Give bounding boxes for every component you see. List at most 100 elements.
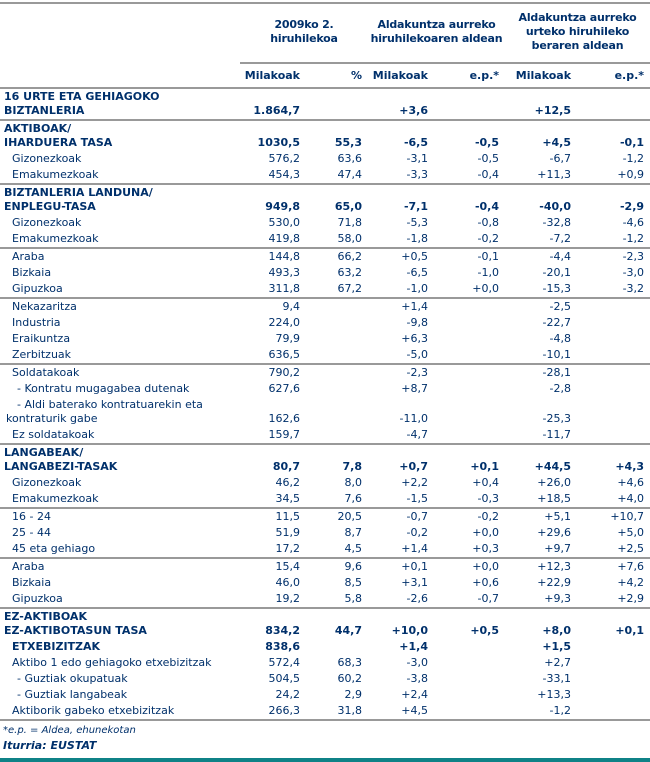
table-row: - Guztiak langabeak 24,2 2,9 +2,4 +13,3 bbox=[0, 687, 650, 703]
cell-milakoak-2: +4,5 bbox=[401, 704, 428, 717]
cell-ep-1: +0,0 bbox=[472, 282, 500, 295]
subheader-corner-cell bbox=[0, 63, 240, 89]
cell-milakoak-1: 34,5 bbox=[275, 492, 301, 505]
cell-ep-1 bbox=[434, 655, 505, 671]
cell-percent bbox=[306, 363, 368, 381]
row-label-line: Bizkaia bbox=[12, 266, 52, 279]
cell-milakoak-2: -11,0 bbox=[399, 412, 428, 425]
subcol-milakoak-2: Milakoak bbox=[368, 63, 434, 89]
cell-ep-2 bbox=[577, 347, 650, 364]
table-row: Emakumezkoak 34,5 7,6 -1,5 -0,3 +18,5 +4… bbox=[0, 491, 650, 508]
table-row: Emakumezkoak 454,3 47,4 -3,3 -0,4 +11,3 … bbox=[0, 167, 650, 184]
table-row: Araba 144,8 66,2 +0,5 -0,1 -4,4 -2,3 bbox=[0, 247, 650, 265]
cell-percent: 71,8 bbox=[337, 216, 363, 229]
subcol-milakoak-1: Milakoak bbox=[240, 63, 306, 89]
cell-milakoak-3: +12,5 bbox=[534, 104, 572, 117]
row-label: 16 URTE ETA GEHIAGOKO BIZTANLERIA bbox=[0, 88, 240, 120]
cell-milakoak-3: +44,5 bbox=[505, 443, 578, 475]
cell-milakoak-1: 838,6 bbox=[265, 640, 300, 653]
cell-ep-2: +0,1 bbox=[577, 607, 650, 639]
cell-milakoak-3: +8,0 bbox=[505, 607, 578, 639]
cell-percent bbox=[306, 381, 368, 397]
row-label-line: AKTIBOAK/ bbox=[4, 122, 72, 135]
cell-milakoak-2: +3,1 bbox=[401, 576, 428, 589]
row-label-line: Araba bbox=[12, 560, 45, 573]
cell-ep-2: -1,2 bbox=[622, 152, 645, 165]
cell-milakoak-1: 454,3 bbox=[268, 168, 301, 181]
row-label-line: Zerbitzuak bbox=[12, 348, 72, 361]
row-label: - Guztiak langabeak bbox=[0, 687, 240, 703]
cell-milakoak-1: 493,3 bbox=[268, 266, 301, 279]
table-row: Araba 15,4 9,6 +0,1 +0,0 +12,3 +7,6 bbox=[0, 557, 650, 575]
cell-milakoak-3: +1,5 bbox=[542, 640, 572, 653]
cell-milakoak-3: +4,5 bbox=[505, 119, 578, 151]
cell-milakoak-2: -6,5 bbox=[368, 119, 434, 151]
row-label-line: Bizkaia bbox=[12, 576, 52, 589]
header-corner-cell bbox=[0, 4, 240, 63]
cell-percent: 5,8 bbox=[344, 592, 363, 605]
cell-milakoak-3: +9,3 bbox=[544, 592, 572, 605]
cell-milakoak-2: +1,4 bbox=[399, 640, 428, 653]
cell-milakoak-1: 51,9 bbox=[275, 526, 301, 539]
row-label-line: Eraikuntza bbox=[12, 332, 71, 345]
cell-percent: 4,5 bbox=[344, 542, 363, 555]
cell-milakoak-1: 790,2 bbox=[240, 363, 306, 381]
cell-milakoak-2: -1,0 bbox=[406, 282, 428, 295]
cell-ep-1: -0,4 bbox=[477, 168, 500, 181]
table-row: LANGABEAK/LANGABEZI-TASAK 80,7 7,8 +0,7 … bbox=[0, 443, 650, 475]
cell-milakoak-3: +2,7 bbox=[544, 656, 572, 669]
row-label-line: 25 - 44 bbox=[12, 526, 51, 539]
cell-ep-2 bbox=[577, 687, 650, 703]
cell-milakoak-3: -2,8 bbox=[549, 382, 572, 395]
table-row: - Aldi baterako kontratuarekin eta kontra… bbox=[0, 397, 650, 427]
cell-percent: 20,5 bbox=[306, 507, 368, 525]
cell-milakoak-1: 572,4 bbox=[268, 656, 301, 669]
cell-ep-2: -3,2 bbox=[622, 282, 645, 295]
row-label: LANGABEAK/LANGABEZI-TASAK bbox=[0, 443, 240, 475]
source-note: Iturria: EUSTAT bbox=[3, 739, 97, 752]
cell-ep-1: -0,3 bbox=[477, 492, 500, 505]
cell-percent bbox=[306, 639, 368, 655]
cell-milakoak-2: +2,4 bbox=[401, 688, 428, 701]
row-label-line: 45 eta gehiago bbox=[12, 542, 96, 555]
row-label-line: Gizonezkoak bbox=[12, 152, 82, 165]
cell-ep-1 bbox=[434, 331, 505, 347]
row-label-line: BIZTANLERIA LANDUNA/ bbox=[4, 186, 153, 199]
row-label: ETXEBIZITZAK bbox=[0, 639, 240, 655]
cell-milakoak-3: -11,7 bbox=[542, 428, 572, 441]
top-rule bbox=[0, 2, 650, 4]
cell-milakoak-2: -0,7 bbox=[368, 507, 434, 525]
cell-percent: 67,2 bbox=[337, 282, 363, 295]
cell-ep-1: -0,1 bbox=[434, 247, 506, 265]
row-label-line: Industria bbox=[12, 316, 61, 329]
row-label: Zerbitzuak bbox=[0, 347, 240, 364]
row-label: Gizonezkoak bbox=[0, 215, 240, 231]
cell-milakoak-1: 9,4 bbox=[240, 297, 306, 315]
cell-milakoak-1: 504,5 bbox=[268, 672, 301, 685]
subcol-milakoak-3: Milakoak bbox=[505, 63, 578, 89]
row-label: Bizkaia bbox=[0, 265, 240, 281]
cell-milakoak-3: +11,3 bbox=[537, 168, 572, 181]
cell-milakoak-2: -3,3 bbox=[406, 168, 428, 181]
table-row: Aktiborik gabeko etxebizitzak 266,3 31,8… bbox=[0, 703, 650, 719]
cell-milakoak-1: 17,2 bbox=[275, 542, 301, 555]
row-label-line: - Guztiak okupatuak bbox=[17, 672, 128, 685]
cell-percent: 60,2 bbox=[337, 672, 363, 685]
cell-ep-2 bbox=[577, 397, 650, 427]
cell-milakoak-2: -0,2 bbox=[406, 526, 428, 539]
cell-milakoak-3: +9,7 bbox=[544, 542, 572, 555]
row-label: Aktiborik gabeko etxebizitzak bbox=[0, 703, 240, 719]
cell-percent: 47,4 bbox=[337, 168, 363, 181]
cell-percent bbox=[306, 88, 368, 120]
cell-ep-1 bbox=[434, 297, 506, 315]
table-row: - Guztiak okupatuak 504,5 60,2 -3,8 -33,… bbox=[0, 671, 650, 687]
row-label-line: ENPLEGU-TASA bbox=[4, 200, 96, 213]
cell-milakoak-1: 1030,5 bbox=[240, 119, 306, 151]
table-row: Gipuzkoa 311,8 67,2 -1,0 +0,0 -15,3 -3,2 bbox=[0, 281, 650, 298]
cell-percent: 8,0 bbox=[344, 476, 363, 489]
cell-ep-2 bbox=[577, 331, 650, 347]
cell-ep-1: +0,0 bbox=[434, 557, 506, 575]
cell-percent: 9,6 bbox=[306, 557, 368, 575]
row-label: Araba bbox=[0, 557, 240, 575]
